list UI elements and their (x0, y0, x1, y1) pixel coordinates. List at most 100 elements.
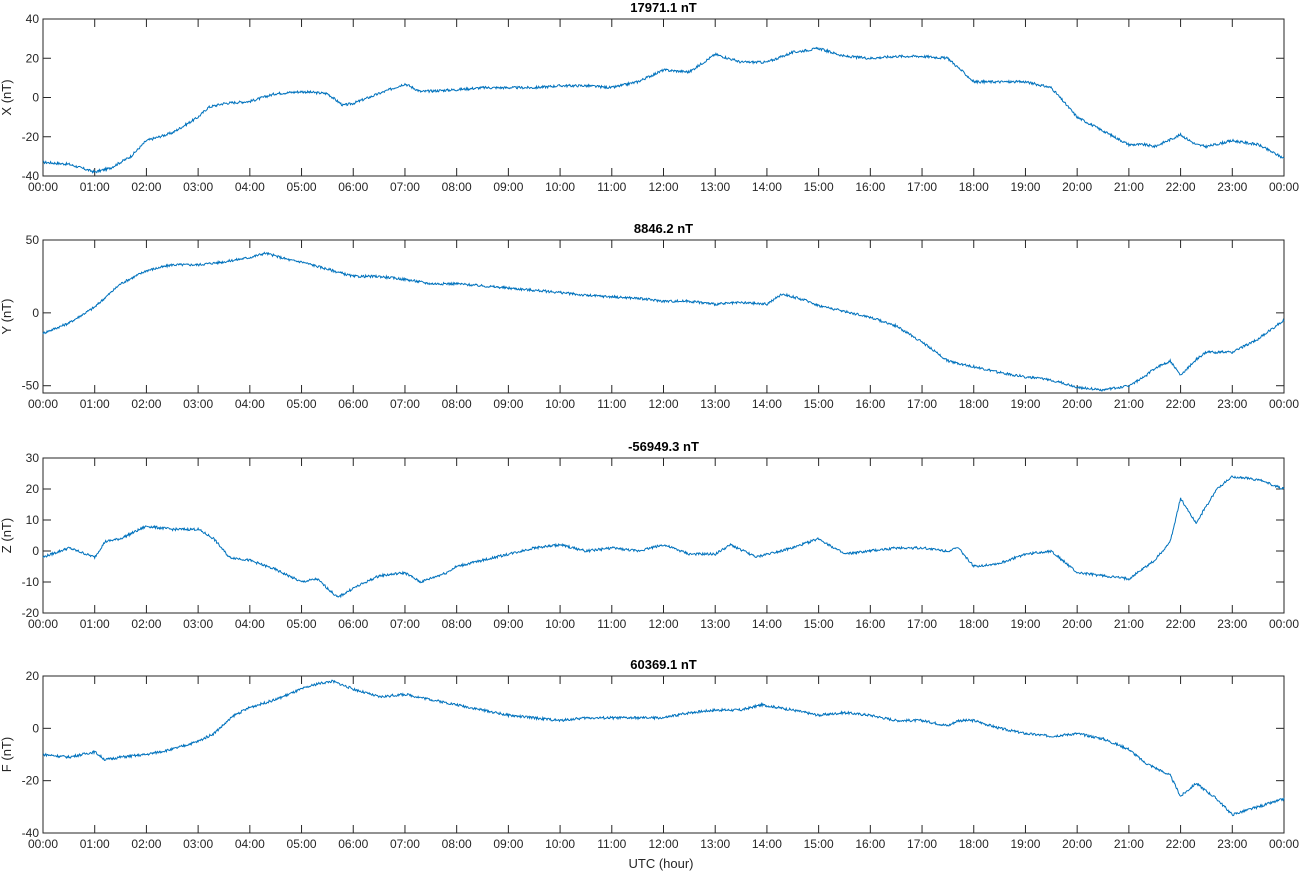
x-tick-label: 00:00 (1269, 397, 1299, 411)
x-tick-label: 00:00 (28, 837, 58, 851)
x-tick-label: 10:00 (545, 617, 575, 631)
axes-box (42, 18, 1285, 177)
x-tick-label: 21:00 (1114, 397, 1144, 411)
x-tick-label: 02:00 (131, 617, 161, 631)
y-tick-label: 0 (32, 721, 39, 735)
x-tick-label: 05:00 (287, 617, 317, 631)
x-tick-label: 23:00 (1217, 837, 1247, 851)
x-tick-label: 12:00 (648, 617, 678, 631)
x-tick-label: 03:00 (183, 397, 213, 411)
x-tick-label: 19:00 (1010, 397, 1040, 411)
panel-title: -56949.3 nT (628, 439, 699, 454)
x-tick-label: 05:00 (287, 837, 317, 851)
x-tick-label: 06:00 (338, 180, 368, 194)
x-tick-label: 16:00 (855, 617, 885, 631)
x-tick-label: 00:00 (1269, 617, 1299, 631)
panel-4: 60369.1 nT F (nT) 00:00 01:00 02:00 03:00 04:0… (0, 657, 1299, 851)
y-axis-label: X (nT) (0, 79, 14, 115)
x-tick-label: 06:00 (338, 397, 368, 411)
y-tick-label: -10 (22, 575, 40, 589)
y-tick-label: -20 (22, 606, 40, 620)
x-tick-label: 13:00 (700, 617, 730, 631)
x-tick-label: 16:00 (855, 397, 885, 411)
x-tick-label: 08:00 (442, 180, 472, 194)
x-tick-label: 04:00 (235, 180, 265, 194)
x-tick-label: 20:00 (1062, 397, 1092, 411)
x-tick-label: 19:00 (1010, 180, 1040, 194)
x-tick-label: 12:00 (648, 397, 678, 411)
y-tick-label: 20 (26, 482, 40, 496)
x-tick-label: 08:00 (442, 837, 472, 851)
x-tick-label: 14:00 (752, 617, 782, 631)
x-tick-label: 05:00 (287, 180, 317, 194)
series-line (42, 475, 1285, 599)
x-tick-label: 23:00 (1217, 617, 1247, 631)
x-tick-label: 22:00 (1166, 837, 1196, 851)
x-tick-label: 14:00 (752, 397, 782, 411)
x-tick-label: 17:00 (907, 617, 937, 631)
x-tick-label: 03:00 (183, 617, 213, 631)
x-tick-label: 00:00 (1269, 837, 1299, 851)
x-tick-label: 02:00 (131, 180, 161, 194)
y-tick-label: -50 (22, 379, 40, 393)
x-tick-label: 10:00 (545, 837, 575, 851)
x-tick-label: 16:00 (855, 180, 885, 194)
x-tick-label: 15:00 (804, 180, 834, 194)
x-tick-label: 18:00 (959, 397, 989, 411)
y-axis-label: Y (nT) (0, 299, 14, 335)
x-tick-label: 07:00 (390, 180, 420, 194)
y-tick-label: 20 (26, 669, 40, 683)
x-tick-label: 06:00 (338, 617, 368, 631)
y-axis-label: Z (nT) (0, 518, 14, 553)
x-tick-label: 11:00 (597, 397, 626, 411)
x-tick-label: 15:00 (804, 617, 834, 631)
x-tick-label: 22:00 (1166, 617, 1196, 631)
x-tick-label: 16:00 (855, 837, 885, 851)
x-tick-label: 22:00 (1166, 397, 1196, 411)
y-tick-label: 30 (26, 451, 40, 465)
x-tick-label: 18:00 (959, 617, 989, 631)
x-tick-label: 21:00 (1114, 617, 1144, 631)
x-tick-label: 07:00 (390, 397, 420, 411)
x-tick-label: 01:00 (80, 180, 110, 194)
x-tick-label: 03:00 (183, 837, 213, 851)
x-tick-label: 19:00 (1010, 617, 1040, 631)
x-tick-label: 20:00 (1062, 180, 1092, 194)
x-tick-label: 09:00 (493, 397, 523, 411)
x-tick-label: 15:00 (804, 837, 834, 851)
x-tick-label: 01:00 (80, 837, 110, 851)
x-tick-label: 01:00 (80, 397, 110, 411)
axes-box (42, 239, 1285, 394)
x-tick-label: 00:00 (28, 617, 58, 631)
x-tick-label: 04:00 (235, 837, 265, 851)
panel-title: 17971.1 nT (630, 0, 697, 15)
panel-1: 17971.1 nT X (nT) 00:00 01:00 02:00 03:00 04:0… (0, 0, 1299, 194)
x-tick-label: 07:00 (390, 617, 420, 631)
x-tick-label: 13:00 (700, 397, 730, 411)
axes-box (42, 675, 1285, 834)
x-tick-label: 04:00 (235, 617, 265, 631)
x-tick-label: 09:00 (493, 617, 523, 631)
axes-box (42, 457, 1285, 614)
y-tick-label: 10 (26, 513, 40, 527)
x-tick-label: 21:00 (1114, 180, 1144, 194)
x-tick-label: 12:00 (648, 180, 678, 194)
x-tick-label: 01:00 (80, 617, 110, 631)
x-tick-label: 10:00 (545, 180, 575, 194)
series-line (42, 679, 1285, 817)
x-tick-label: 02:00 (131, 837, 161, 851)
x-tick-label: 17:00 (907, 837, 937, 851)
x-tick-label: 20:00 (1062, 617, 1092, 631)
x-tick-label: 08:00 (442, 397, 472, 411)
panel-3: -56949.3 nT Z (nT) 00:00 01:00 02:00 03:00 04:… (0, 439, 1299, 631)
x-tick-label: 15:00 (804, 397, 834, 411)
x-tick-label: 23:00 (1217, 180, 1247, 194)
y-tick-label: 20 (26, 51, 40, 65)
x-tick-label: 22:00 (1166, 180, 1196, 194)
panel-title: 60369.1 nT (630, 657, 697, 672)
x-axis-label: UTC (hour) (628, 856, 693, 871)
x-tick-label: 00:00 (28, 180, 58, 194)
y-tick-label: 0 (32, 306, 39, 320)
y-axis-label: F (nT) (0, 737, 14, 772)
